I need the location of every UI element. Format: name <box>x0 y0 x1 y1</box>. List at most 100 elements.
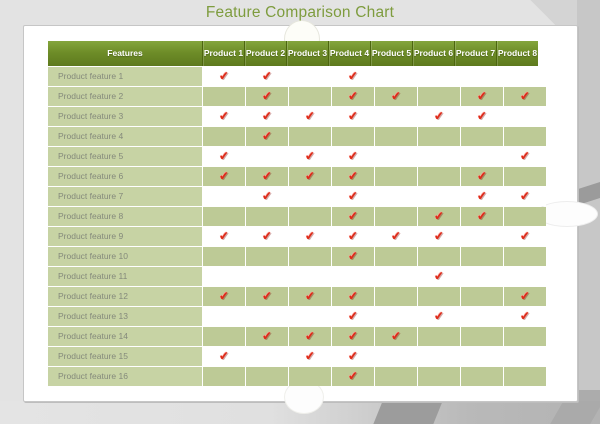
table-header-row: Features Product 1 Product 2 Product 3 Produ… <box>48 41 538 67</box>
product-cell <box>418 147 460 166</box>
header-cell-product-2: Product 2 <box>244 41 286 66</box>
product-cell: ✔ <box>418 207 460 226</box>
product-cell: ✔ <box>504 147 546 166</box>
check-icon: ✔ <box>390 88 402 104</box>
check-icon: ✔ <box>218 228 230 244</box>
product-cell <box>203 127 245 146</box>
check-icon: ✔ <box>433 228 445 244</box>
check-icon: ✔ <box>261 128 273 144</box>
check-icon: ✔ <box>218 148 230 164</box>
product-cell <box>289 127 331 146</box>
table-body: Product feature 1 ✔ ✔ ✔ Product feature 2 ✔ ✔ ✔… <box>48 67 546 386</box>
product-cell <box>289 87 331 106</box>
check-icon: ✔ <box>261 188 273 204</box>
product-cell <box>504 207 546 226</box>
product-cell <box>504 347 546 366</box>
feature-cell: Product feature 13 <box>48 307 202 326</box>
product-cell: ✔ <box>418 267 460 286</box>
product-cell: ✔ <box>289 167 331 186</box>
feature-cell: Product feature 6 <box>48 167 202 186</box>
product-cell: ✔ <box>246 327 288 346</box>
product-cell <box>203 307 245 326</box>
check-icon: ✔ <box>476 88 488 104</box>
product-cell <box>289 267 331 286</box>
product-cell: ✔ <box>332 67 374 86</box>
product-cell <box>461 267 503 286</box>
header-cell-product-8: Product 8 <box>496 41 538 66</box>
product-cell <box>203 367 245 386</box>
product-cell: ✔ <box>504 307 546 326</box>
check-icon: ✔ <box>347 148 359 164</box>
product-cell <box>375 247 417 266</box>
check-icon: ✔ <box>390 328 402 344</box>
product-cell: ✔ <box>203 67 245 86</box>
check-icon: ✔ <box>261 88 273 104</box>
product-cell <box>375 367 417 386</box>
product-cell: ✔ <box>375 227 417 246</box>
product-cell <box>418 167 460 186</box>
product-cell: ✔ <box>332 207 374 226</box>
product-cell: ✔ <box>246 107 288 126</box>
product-cell <box>246 347 288 366</box>
product-cell <box>203 247 245 266</box>
check-icon: ✔ <box>218 108 230 124</box>
feature-cell: Product feature 4 <box>48 127 202 146</box>
product-cell: ✔ <box>203 227 245 246</box>
check-icon: ✔ <box>347 248 359 264</box>
product-cell: ✔ <box>289 227 331 246</box>
product-cell: ✔ <box>246 287 288 306</box>
product-cell: ✔ <box>504 187 546 206</box>
product-cell <box>504 247 546 266</box>
product-cell: ✔ <box>246 167 288 186</box>
product-cell <box>246 247 288 266</box>
feature-cell: Product feature 3 <box>48 107 202 126</box>
check-icon: ✔ <box>433 308 445 324</box>
product-cell: ✔ <box>289 327 331 346</box>
product-cell <box>418 87 460 106</box>
product-cell <box>375 127 417 146</box>
product-cell <box>418 247 460 266</box>
product-cell: ✔ <box>504 227 546 246</box>
product-cell <box>375 307 417 326</box>
product-cell <box>418 367 460 386</box>
feature-cell: Product feature 1 <box>48 67 202 86</box>
product-cell <box>332 127 374 146</box>
header-cell-features: Features <box>107 48 143 58</box>
product-cell <box>504 167 546 186</box>
product-cell: ✔ <box>246 127 288 146</box>
product-cell: ✔ <box>289 107 331 126</box>
header-cell-product-3: Product 3 <box>286 41 328 66</box>
product-cell <box>504 327 546 346</box>
check-icon: ✔ <box>347 368 359 384</box>
product-cell: ✔ <box>246 187 288 206</box>
check-icon: ✔ <box>519 308 531 324</box>
product-cell: ✔ <box>246 227 288 246</box>
product-cell: ✔ <box>203 147 245 166</box>
check-icon: ✔ <box>519 148 531 164</box>
product-cell: ✔ <box>461 207 503 226</box>
product-cell: ✔ <box>504 287 546 306</box>
check-icon: ✔ <box>261 108 273 124</box>
comparison-table: Features Product 1 Product 2 Product 3 Produ… <box>48 41 546 386</box>
product-cell: ✔ <box>332 187 374 206</box>
product-cell <box>203 187 245 206</box>
check-icon: ✔ <box>519 88 531 104</box>
check-icon: ✔ <box>476 168 488 184</box>
product-cell <box>203 207 245 226</box>
product-cell: ✔ <box>332 227 374 246</box>
check-icon: ✔ <box>261 168 273 184</box>
product-cell <box>461 147 503 166</box>
check-icon: ✔ <box>476 108 488 124</box>
header-cell-product-5: Product 5 <box>370 41 412 66</box>
check-icon: ✔ <box>519 288 531 304</box>
page-title: Feature Comparison Chart <box>205 4 395 21</box>
check-icon: ✔ <box>433 268 445 284</box>
product-cell <box>461 67 503 86</box>
check-icon: ✔ <box>304 288 316 304</box>
product-cell <box>461 287 503 306</box>
product-cell: ✔ <box>332 327 374 346</box>
product-cell: ✔ <box>289 347 331 366</box>
product-cell: ✔ <box>375 327 417 346</box>
background-dark-parallelogram <box>373 401 443 424</box>
check-icon: ✔ <box>347 208 359 224</box>
